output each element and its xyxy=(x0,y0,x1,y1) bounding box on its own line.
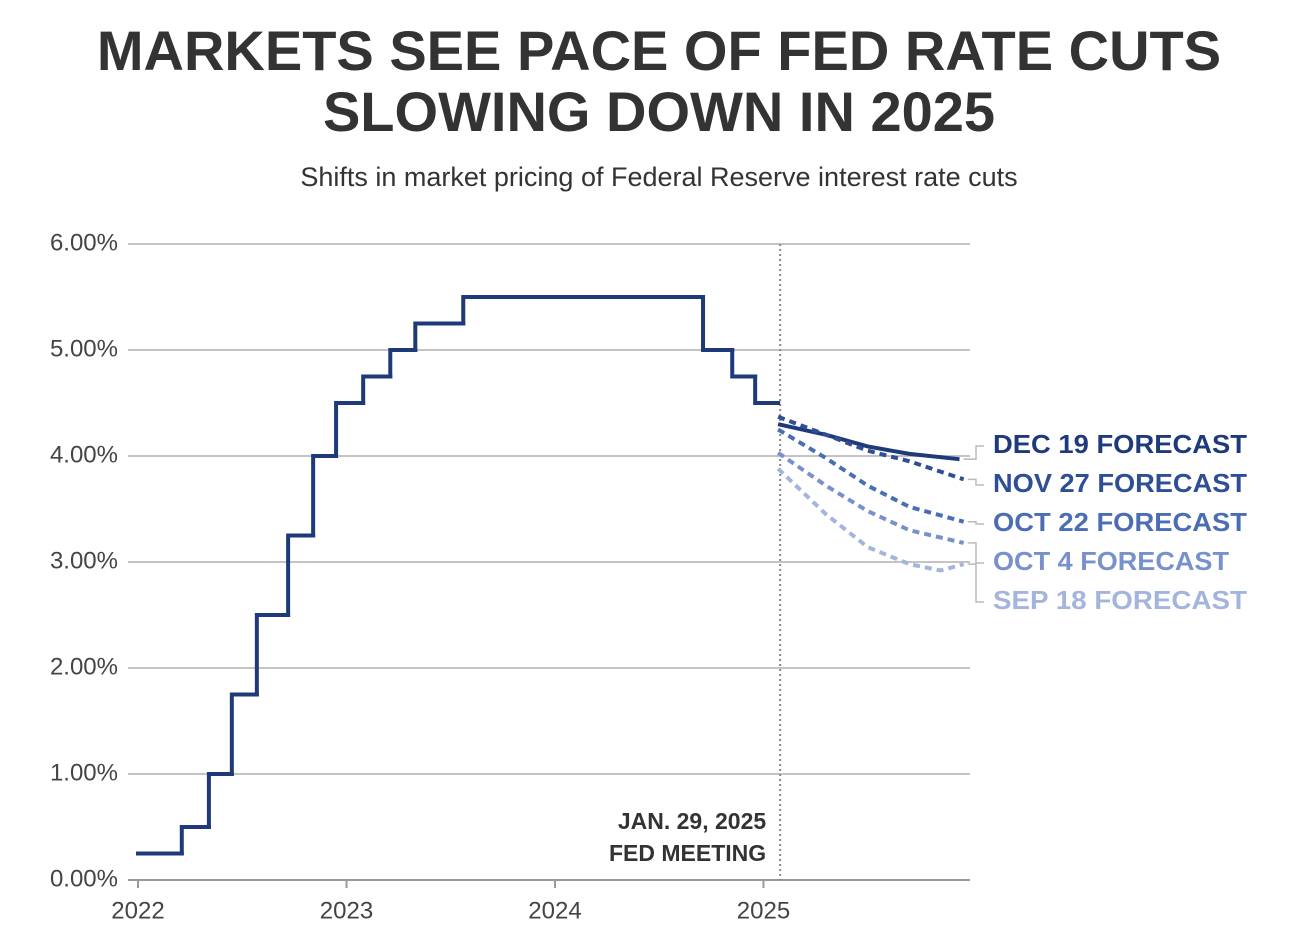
step-segment xyxy=(701,295,735,352)
step-segment xyxy=(229,692,259,776)
legend-connector xyxy=(967,478,984,486)
step-segment xyxy=(311,454,339,538)
legend-label: DEC 19 FORECAST xyxy=(993,429,1247,459)
step-segment xyxy=(206,772,234,829)
chart-subtitle: Shifts in market pricing of Federal Rese… xyxy=(300,162,1017,192)
legend-connector xyxy=(967,542,984,564)
y-tick-label: 5.00% xyxy=(50,335,118,362)
legend-connector xyxy=(967,520,984,525)
step-segment xyxy=(753,374,781,405)
y-tick-label: 2.00% xyxy=(50,653,118,680)
x-tick-label: 2025 xyxy=(737,897,790,924)
legend-label: OCT 4 FORECAST xyxy=(993,546,1229,576)
forecast-line xyxy=(776,467,965,573)
step-segment xyxy=(388,348,418,379)
annotation-text: FED MEETING xyxy=(609,840,766,866)
y-tick-label: 4.00% xyxy=(50,441,118,468)
legend-label: NOV 27 FORECAST xyxy=(993,468,1247,498)
chart-title: MARKETS SEE PACE OF FED RATE CUTS xyxy=(97,19,1221,82)
step-segment xyxy=(254,613,291,697)
y-tick-label: 3.00% xyxy=(50,547,118,574)
step-segment xyxy=(413,321,466,352)
chart-title: SLOWING DOWN IN 2025 xyxy=(323,80,995,143)
legend-connector xyxy=(963,445,984,460)
step-segment xyxy=(461,295,706,326)
step-segment xyxy=(730,348,758,379)
y-tick-label: 1.00% xyxy=(50,759,118,786)
forecast-line xyxy=(776,451,965,545)
forecast-line xyxy=(777,427,965,524)
x-tick-label: 2024 xyxy=(528,897,581,924)
forecast-line xyxy=(777,414,965,482)
y-tick-label: 6.00% xyxy=(50,229,118,256)
legend-connector xyxy=(967,563,984,603)
forecast-line xyxy=(777,422,960,462)
x-tick-label: 2023 xyxy=(320,897,373,924)
annotation-text: JAN. 29, 2025 xyxy=(618,808,767,834)
y-tick-label: 0.00% xyxy=(50,865,118,892)
step-segment xyxy=(334,401,366,458)
legend-label: OCT 22 FORECAST xyxy=(993,507,1247,537)
step-segment xyxy=(179,825,211,856)
legend-label: SEP 18 FORECAST xyxy=(993,585,1247,615)
step-segment xyxy=(286,533,316,617)
x-tick-label: 2022 xyxy=(111,897,164,924)
step-segment xyxy=(361,374,393,405)
